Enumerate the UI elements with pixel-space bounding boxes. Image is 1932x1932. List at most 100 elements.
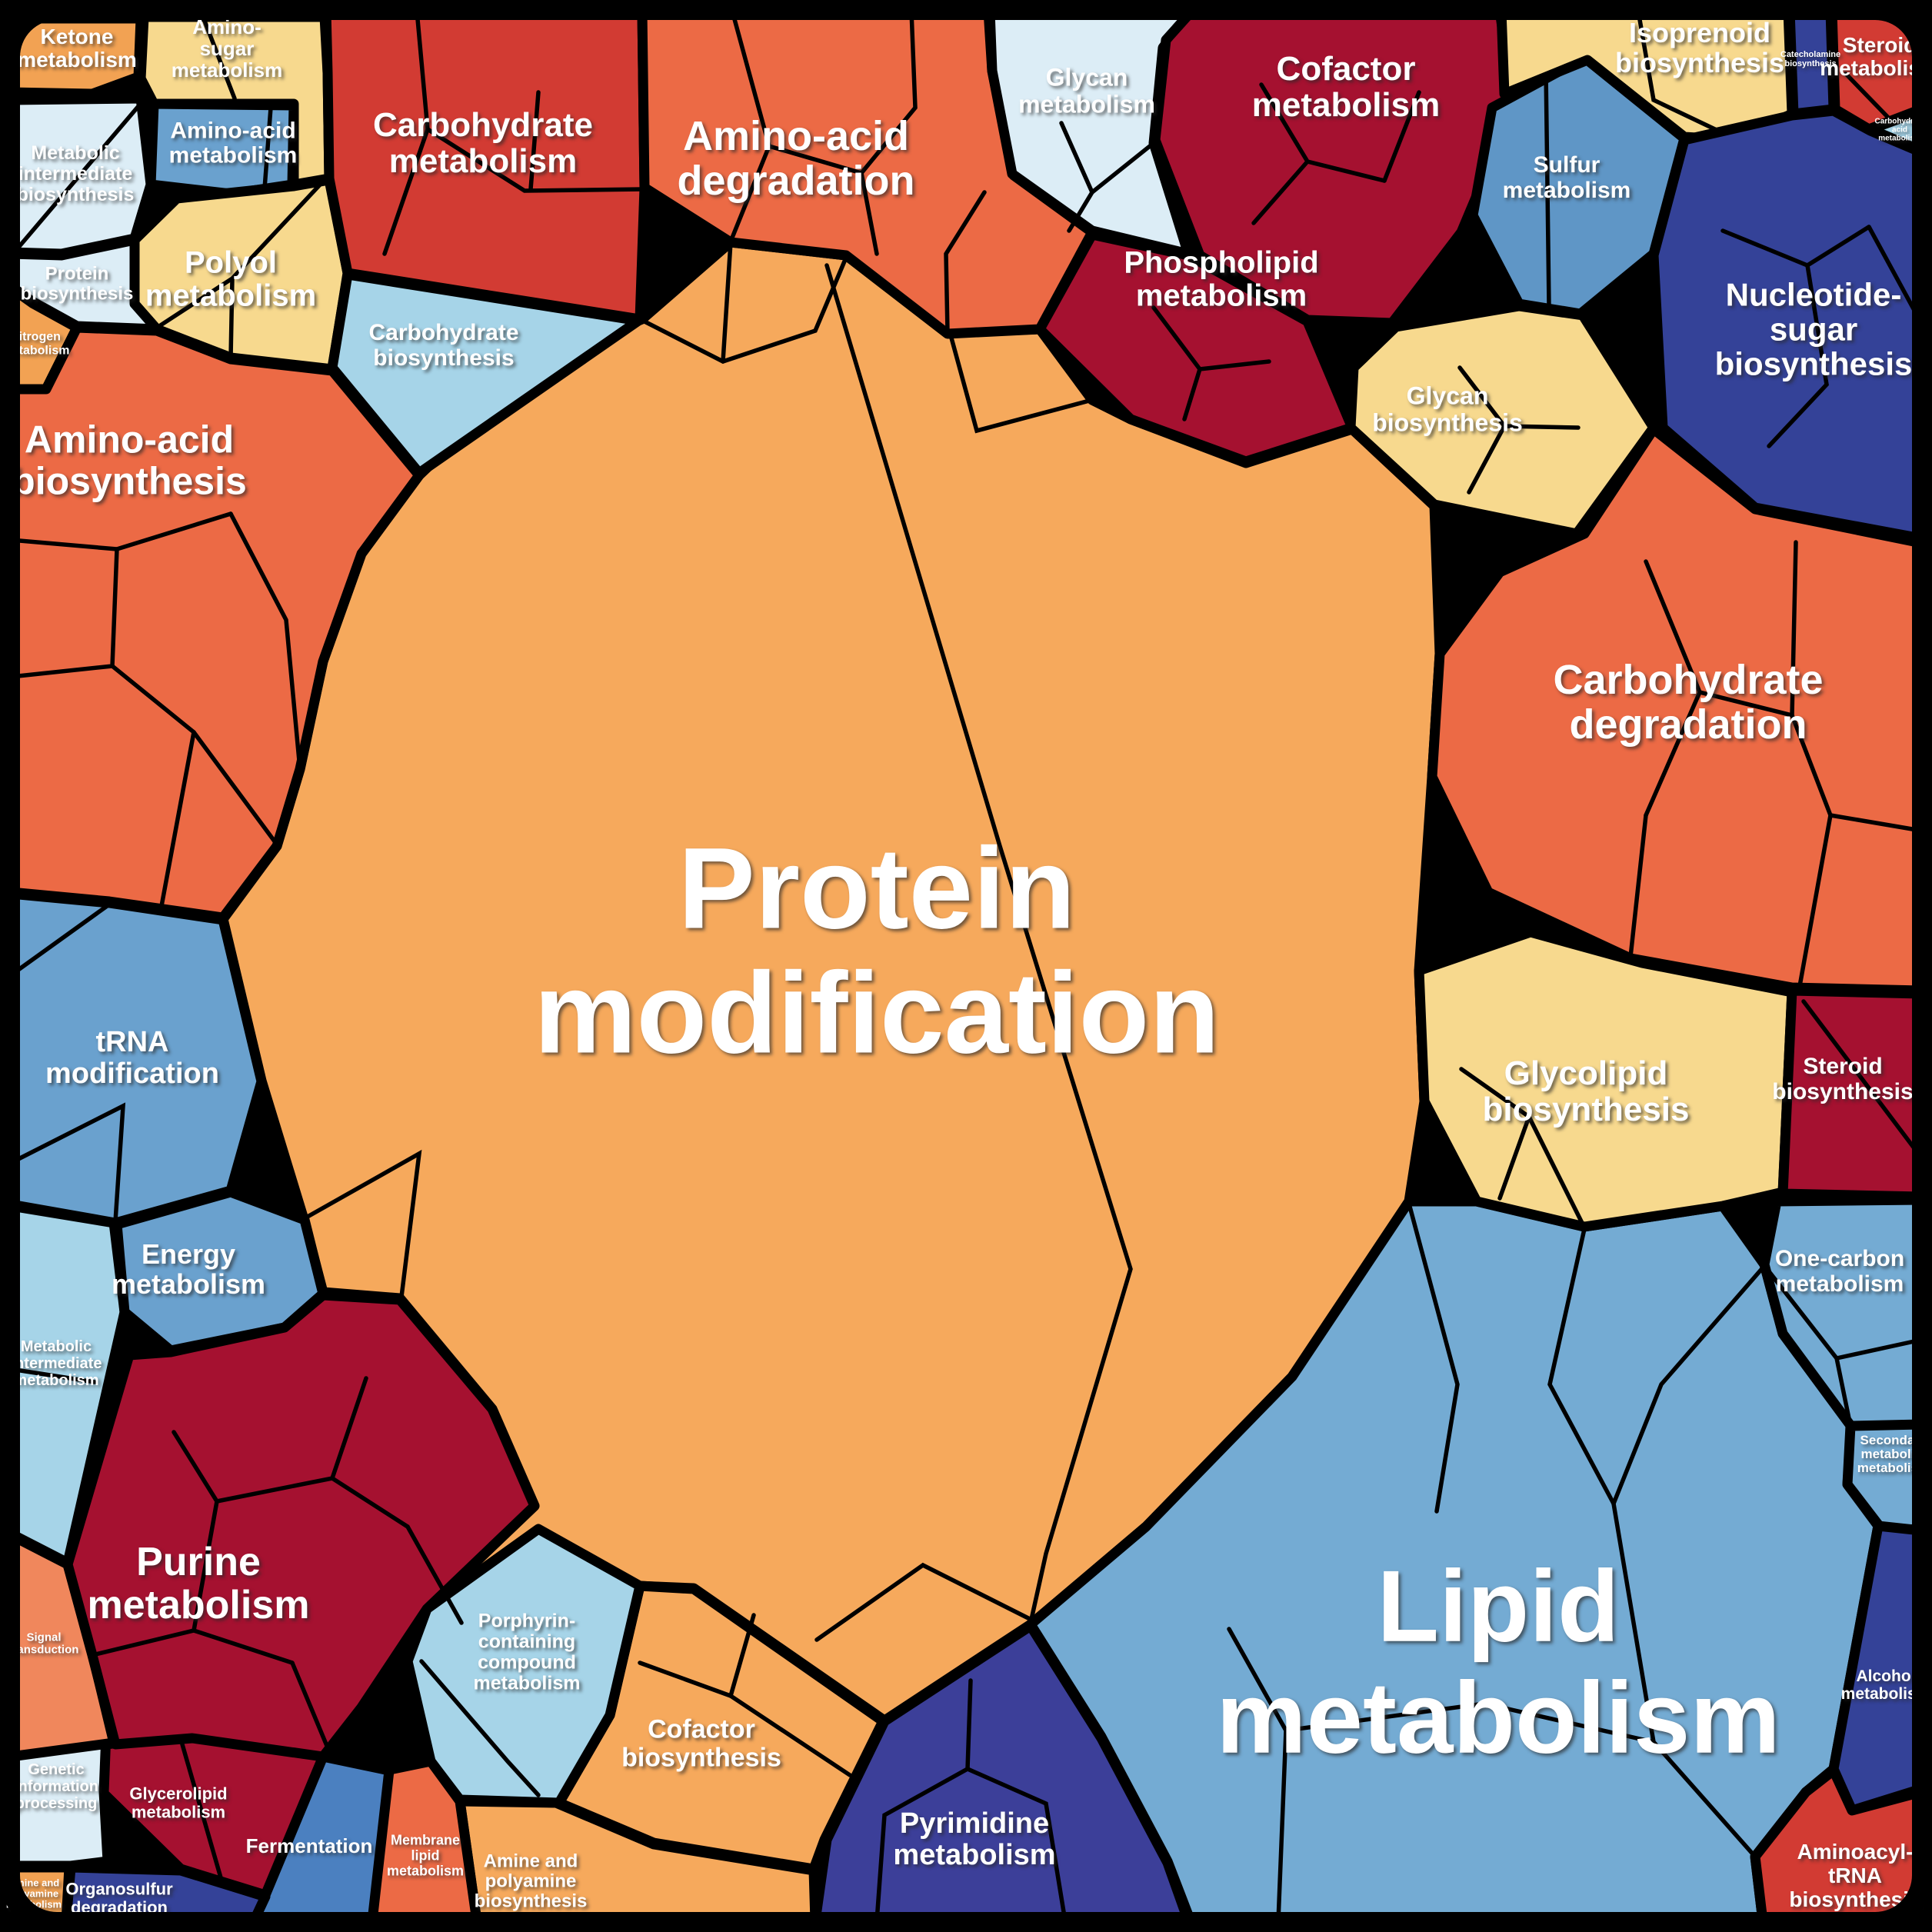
- cell-label-polyol-metabolism: Polyol metabolism: [145, 246, 316, 313]
- cell-shape-glycolipid-biosynthesis[interactable]: [1414, 927, 1797, 1232]
- cell-divider: [1407, 1201, 1460, 1514]
- cell-label-lipid-metabolism: Lipid metabolism: [1216, 1550, 1780, 1774]
- cell-label-metabolic-intermediate-metabolism: Metabolic intermediate metabolism: [11, 1338, 102, 1389]
- cell-label-sulfur-metabolism: Sulfur metabolism: [1503, 152, 1631, 203]
- cell-divider: [1544, 68, 1551, 308]
- cell-divider: [180, 1742, 228, 1896]
- cell-label-glycan-metabolism: Glycan metabolism: [1018, 64, 1155, 118]
- cell-divider: [159, 730, 196, 908]
- cell-label-one-carbon-metabolism: One-carbon metabolism: [1775, 1246, 1904, 1297]
- cell-divider: [1382, 90, 1421, 183]
- cell-porphyrin-containing-compound-metabolism[interactable]: [402, 1524, 645, 1808]
- cell-label-trna-modification: tRNA modification: [45, 1026, 219, 1090]
- cell-label-genetic-information-processing: Genetic information processing: [14, 1761, 98, 1812]
- cell-divider: [1697, 690, 1794, 718]
- labels-layer: Protein modification Lipid metabolism Ketone…: [2, 15, 1932, 1917]
- cell-divider: [859, 171, 879, 256]
- cell-label-cofactor-metabolism: Cofactor metabolism: [1252, 50, 1441, 124]
- cell-label-fermentation: Fermentation: [246, 1834, 373, 1857]
- cell-divider: [824, 263, 1133, 1625]
- cell-label-membrane-lipid-metabolism: Membrane lipid metabolism: [387, 1832, 464, 1878]
- cell-label-nucleotide-sugar-biosynthesis: Nucleotide-sugar biosynthesis: [1715, 277, 1913, 382]
- cell-divider: [1067, 190, 1094, 233]
- cell-label-protein-biosynthesis: Protein biosynthesis: [21, 263, 134, 304]
- cell-divider: [201, 15, 237, 101]
- cells-layer: [8, 8, 1924, 1924]
- cell-divider: [1182, 367, 1202, 421]
- cell-divider: [304, 1149, 422, 1299]
- cell-label-carbohydrate-acid-metabolism: Carbohydrate acid metabolism: [1874, 118, 1924, 143]
- cell-divider: [814, 1562, 1037, 1642]
- cell-divider: [419, 1659, 541, 1797]
- cell-label-signal-transduction: Signal transduction: [9, 1631, 79, 1656]
- cell-divider: [948, 330, 1094, 434]
- cell-label-amino-acid-degradation: Amino-acid degradation: [677, 113, 914, 204]
- cell-shape-phospholipid-metabolism[interactable]: [1034, 229, 1357, 467]
- cell-label-amino-acid-biosynthesis: Amino-acid biosynthesis: [12, 418, 247, 503]
- cell-divider: [15, 98, 145, 251]
- cell-label-carbohydrate-metabolism: Carbohydrate metabolism: [373, 106, 593, 180]
- cell-divider: [1636, 8, 1737, 141]
- cell-divider: [944, 190, 987, 335]
- cell-divider: [1611, 1501, 1656, 1744]
- cell-label-ketone-metabolism: Ketone metabolism: [17, 25, 137, 72]
- cell-divider: [1828, 813, 1924, 833]
- cell-divider: [1790, 540, 1833, 988]
- cell-divider: [1651, 1740, 1757, 1859]
- cell-divider: [767, 8, 918, 176]
- cell-divider: [1767, 263, 1829, 448]
- cell-label-isoprenoid-biosynthesis: Isoprenoid biosynthesis: [1615, 17, 1784, 78]
- cell-purine-metabolism[interactable]: [62, 1290, 540, 1762]
- cell-divider: [728, 1613, 756, 1698]
- cell-label-purine-metabolism: Purine metabolism: [88, 1540, 310, 1627]
- cell-label-carbohydrate-degradation: Carbohydrate degradation: [1553, 657, 1823, 748]
- cell-label-phospholipid-metabolism: Phospholipid metabolism: [1124, 246, 1318, 313]
- cell-label-steroid-biosynthesis: Steroid biosynthesis: [1772, 1054, 1913, 1104]
- cell-label-cofactor-biosynthesis: Cofactor biosynthesis: [621, 1714, 781, 1772]
- cell-label-glycan-biosynthesis: Glycan biosynthesis: [1372, 382, 1523, 437]
- cell-divider: [965, 1678, 973, 1771]
- cell-divider: [1611, 1264, 1767, 1506]
- cell-shape-amino-acid-biosynthesis[interactable]: [8, 322, 425, 923]
- cell-divider: [228, 276, 235, 360]
- cell-divider: [1834, 1337, 1924, 1361]
- cell-label-pyrimidine-metabolism: Pyrimidine metabolism: [893, 1807, 1055, 1871]
- cell-divider: [721, 240, 733, 364]
- cell-divider: [1284, 1701, 1656, 1744]
- cell-label-secondary-metabolite-metabolism: Secondary metabolite metabolism: [1857, 1433, 1930, 1475]
- cell-divider: [1547, 1227, 1616, 1506]
- cell-label-carbohydrate-biosynthesis: Carbohydrate biosynthesis: [368, 320, 518, 371]
- cell-divider: [8, 1367, 97, 1384]
- cell-divider: [8, 1102, 126, 1224]
- cell-label-porphyrin-containing-compound-metabolism: Porphyrin-containing compound metabolism: [474, 1610, 581, 1694]
- cell-divider: [290, 1661, 333, 1757]
- cell-label-aminoacyl-trna-biosynthesis: Aminoacyl-tRNA biosynthesis: [1789, 1840, 1920, 1911]
- cell-divider: [1801, 999, 1924, 1160]
- cell-label-organosulfur-degradation: Organosulfur degradation: [65, 1880, 173, 1917]
- cell-label-glycerolipid-metabolism: Glycerolipid metabolism: [129, 1784, 227, 1822]
- cell-label-alcohol-metabolism: Alcohol metabolism: [1841, 1667, 1931, 1703]
- cell-label-energy-metabolism: Energy metabolism: [112, 1238, 265, 1300]
- cell-label-glycolipid-biosynthesis: Glycolipid biosynthesis: [1483, 1054, 1690, 1128]
- cell-label-protein-modification: Protein modification: [534, 824, 1220, 1078]
- cell-glycolipid-biosynthesis[interactable]: [1414, 927, 1797, 1232]
- cell-divider: [1844, 72, 1896, 125]
- cell-divider: [425, 127, 645, 193]
- cell-phospholipid-metabolism[interactable]: [1034, 229, 1357, 467]
- cell-divider: [330, 1376, 368, 1481]
- cell-shape-purine-metabolism[interactable]: [62, 1290, 540, 1762]
- cell-divider: [1497, 1114, 1531, 1201]
- cell-label-catecholamine-biosynthesis: Catecholamine biosynthesis: [1780, 50, 1840, 68]
- cell-shape-porphyrin-containing-compound-metabolism[interactable]: [402, 1524, 645, 1808]
- cell-divider: [405, 1524, 464, 1625]
- cell-divider: [1628, 813, 1648, 959]
- cell-divider: [8, 902, 112, 978]
- cell-divider: [228, 511, 302, 771]
- cell-divider: [262, 105, 273, 191]
- cell-label-amine-and-polyamine-biosynthesis: Amine and polyamine biosynthesis: [475, 1850, 588, 1911]
- cell-label-amino-acid-metabolism: Amino-acid metabolism: [169, 118, 298, 168]
- cell-amino-acid-biosynthesis[interactable]: [8, 322, 425, 923]
- cell-label-metabolic-intermediate-biosynthesis: Metabolic intermediate biosynthesis: [17, 142, 135, 205]
